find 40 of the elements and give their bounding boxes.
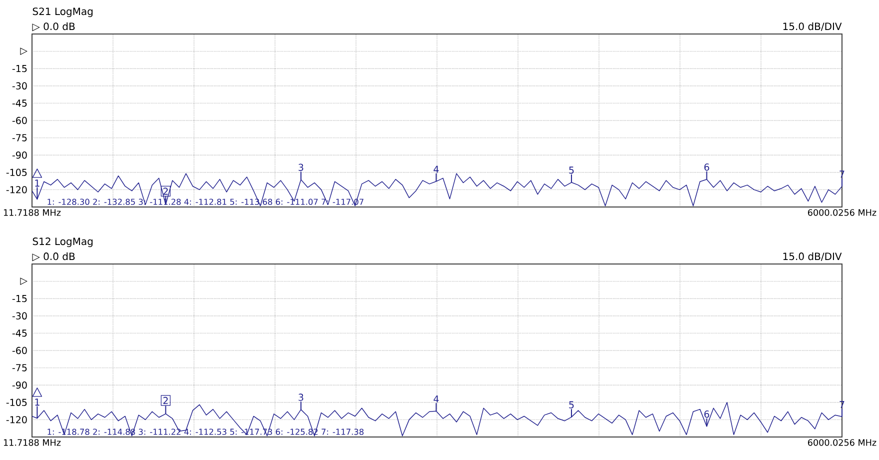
- text: 15.0 dB/DIV: [783, 22, 842, 31]
- annotation: 3: [298, 164, 304, 171]
- chart-subtitle: ▷ 0.0 dB: [32, 252, 75, 262]
- y-tick-label: -60: [12, 116, 27, 124]
- y-tick-label: -15: [12, 65, 27, 72]
- annotation: 4: [434, 395, 439, 402]
- chart-subtitle: ▷ 0.0 dB: [32, 22, 75, 32]
- x-tick-label: 11.7188 MHz: [4, 209, 61, 216]
- chart-title: S21 LogMag: [32, 8, 93, 18]
- y-tick-label: -45: [12, 100, 27, 107]
- x-tick-label: 6000.0256 MHz: [808, 439, 876, 446]
- annotation: 2: [163, 396, 168, 404]
- y-tick-label: -120: [6, 416, 27, 424]
- y-tick-label: -75: [12, 364, 27, 372]
- annotation: 5: [569, 166, 574, 174]
- y-tick-label: -90: [12, 381, 27, 389]
- annotation: 1: [35, 398, 40, 406]
- annotation: 4: [434, 166, 439, 173]
- y-tick-label: -90: [12, 151, 27, 159]
- annotation: 6: [704, 164, 710, 171]
- y-tick-label: -30: [12, 82, 27, 90]
- annotation: 3: [298, 394, 304, 401]
- y-tick-label: ▷: [20, 278, 28, 285]
- x-tick-label: 11.7188 MHz: [4, 439, 61, 446]
- y-tick-label: -75: [12, 134, 27, 142]
- y-tick-label: -15: [12, 295, 27, 302]
- y-tick-label: -105: [6, 398, 27, 406]
- chart-title: S12 LogMag: [32, 238, 93, 248]
- annotation: 5: [569, 401, 574, 408]
- text: 15.0 dB/DIV: [783, 252, 842, 261]
- y-tick-label: -45: [12, 330, 27, 337]
- annotation: 1: [35, 180, 40, 187]
- annotation: 2: [163, 188, 168, 195]
- y-tick-label: -120: [6, 186, 27, 194]
- y-tick-label: ▷: [20, 48, 28, 55]
- x-tick-label: 6000.0256 MHz: [808, 209, 876, 216]
- y-tick-label: -60: [12, 346, 27, 354]
- annotation: 6: [704, 410, 710, 418]
- y-tick-label: -105: [6, 168, 27, 176]
- y-tick-label: -30: [12, 312, 27, 320]
